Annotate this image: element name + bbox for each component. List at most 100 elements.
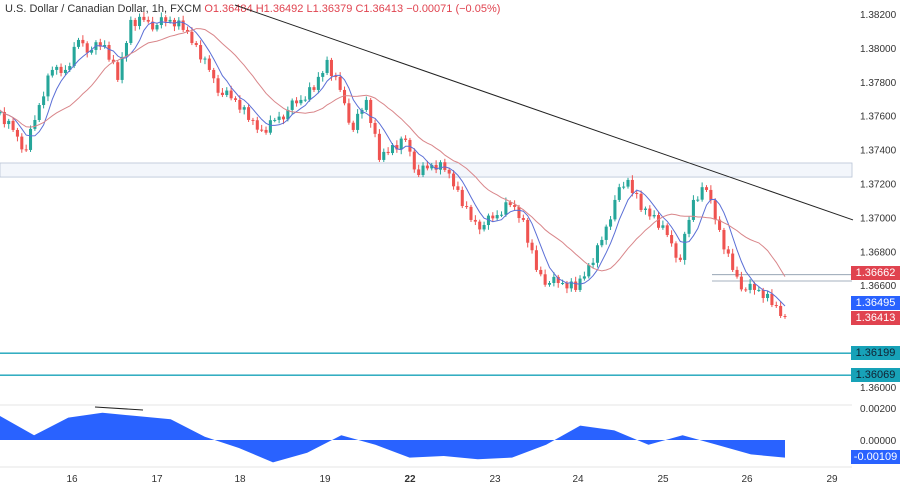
x-tick: 22 (404, 474, 416, 485)
candle-body (90, 49, 94, 53)
candle-body (565, 282, 569, 289)
candle-body (404, 138, 408, 140)
candle-body (430, 165, 434, 169)
chart-header: U.S. Dollar / Canadian Dollar, 1h, FXCM … (5, 3, 500, 15)
candle-body (247, 107, 251, 120)
candle-body (334, 76, 338, 78)
candle-body (255, 120, 259, 130)
candle-body (665, 225, 669, 236)
candle-body (50, 69, 54, 76)
y-tick: 1.36800 (860, 247, 897, 258)
y-tick: 1.36600 (860, 281, 897, 292)
y-tick: 1.37600 (860, 112, 897, 123)
ma-fast-line (0, 21, 786, 307)
candle-body (85, 43, 89, 53)
ohlc-low: L1.36379 (306, 3, 353, 15)
oscillator-area (0, 412, 785, 463)
candle-body (120, 56, 124, 80)
candle-body (661, 225, 665, 228)
candle-body (233, 98, 238, 100)
candle-body (582, 276, 586, 279)
candle-body (425, 165, 429, 169)
candle-body (456, 186, 460, 190)
candle-body (774, 305, 778, 307)
candle-body (622, 186, 626, 188)
candle-body (159, 17, 163, 26)
candle-body (770, 293, 774, 306)
ma-slow-tag: 1.36662 (851, 266, 900, 280)
x-tick: 25 (657, 474, 669, 485)
candle-body (7, 120, 11, 125)
candle-body (517, 206, 521, 219)
candle-body (395, 145, 399, 150)
candle-body (260, 129, 264, 131)
candle-body (312, 87, 316, 90)
ohlc-open: O1.36484 (204, 3, 253, 15)
candle-body (268, 120, 272, 133)
candle-body (731, 253, 735, 270)
candle-body (356, 113, 360, 130)
candle-body (146, 19, 150, 22)
candle-body (225, 90, 229, 96)
candle-body (587, 265, 591, 277)
candle-body (199, 45, 203, 60)
candle-body (142, 16, 146, 20)
candle-body (390, 145, 395, 154)
candle-body (0, 111, 2, 114)
candle-body (766, 293, 770, 299)
candle-body (630, 179, 634, 193)
candle-body (443, 162, 447, 170)
candle-body (72, 46, 76, 67)
candle-body (129, 19, 133, 43)
candle-body (281, 116, 285, 120)
x-tick: 18 (234, 474, 246, 485)
candle-body (98, 42, 102, 47)
candle-body (534, 250, 538, 270)
y-tick: 1.38000 (860, 44, 897, 55)
candle-body (103, 45, 107, 47)
candle-body (508, 202, 512, 206)
candle-body (369, 99, 373, 123)
candle-body (116, 62, 120, 80)
candle-body (59, 66, 63, 73)
candle-body (726, 249, 730, 254)
candle-body (325, 59, 329, 73)
candle-body (704, 187, 709, 190)
candle-body (76, 39, 81, 47)
candle-body (452, 173, 456, 187)
candle-body (55, 66, 59, 70)
candle-body (556, 276, 560, 283)
candle-body (124, 42, 128, 57)
candle-body (521, 218, 525, 220)
candle-body (207, 58, 211, 70)
candle-body (600, 239, 604, 246)
candle-body (779, 305, 783, 316)
y-tick: 1.37000 (860, 213, 897, 224)
candle-body (68, 66, 72, 70)
candle-body (168, 19, 172, 22)
symbol-title: U.S. Dollar / Canadian Dollar, 1h, FXCM (5, 3, 202, 15)
candle-body (203, 58, 207, 60)
candle-body (617, 187, 621, 200)
candle-body (29, 128, 33, 150)
candle-body (382, 151, 386, 160)
candle-body (722, 229, 726, 250)
candle-body (273, 119, 277, 121)
trend-line (234, 4, 854, 221)
candle-body (347, 103, 351, 123)
candle-body (373, 122, 377, 134)
candle-body (20, 136, 24, 150)
candle-body (399, 138, 403, 150)
candle-body (37, 105, 41, 120)
candle-body (613, 199, 617, 220)
candle-body (412, 151, 416, 170)
y-tick: 1.37400 (860, 146, 897, 157)
candle-body (329, 59, 333, 77)
level-tag-2: 1.36069 (851, 368, 900, 382)
candle-body (364, 99, 368, 110)
candle-body (11, 120, 15, 130)
candle-body (338, 76, 342, 90)
candle-body (2, 111, 6, 125)
candle-body (761, 289, 765, 299)
